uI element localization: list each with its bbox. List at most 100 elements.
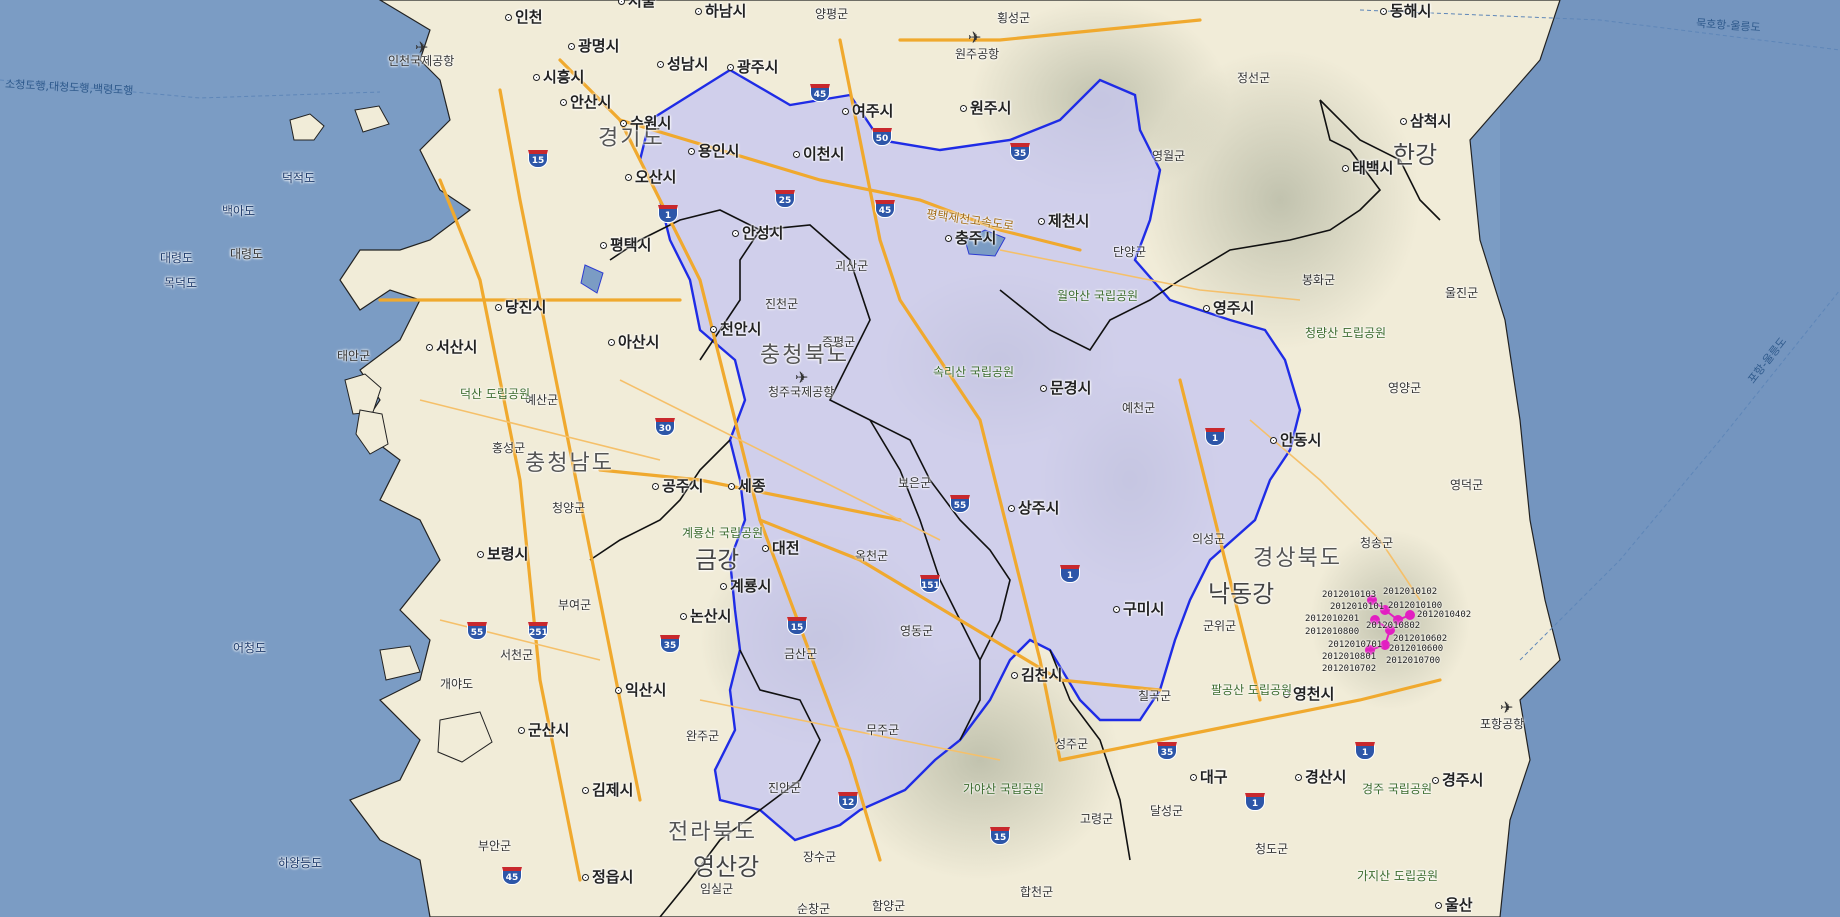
city-label: 상주시	[1008, 501, 1059, 516]
region-label: 충청북도	[760, 343, 849, 368]
highway-shield: 15	[990, 827, 1010, 845]
city-label: 대전	[762, 541, 800, 556]
airport-label: 포항공항	[1480, 717, 1525, 731]
county-label: 단양군	[1113, 245, 1147, 259]
city-label: 여주시	[842, 104, 893, 119]
city-label: 공주시	[652, 479, 703, 494]
highway-shield: 1	[1245, 793, 1265, 811]
county-label: 개야도	[440, 677, 474, 691]
county-label: 홍성군	[492, 441, 526, 455]
highway-shield: 15	[787, 617, 807, 635]
county-label: 정선군	[1237, 71, 1271, 85]
highway-shield: 12	[838, 792, 858, 810]
county-label: 부안군	[478, 839, 512, 853]
city-label: 천안시	[710, 322, 761, 337]
city-label: 삼척시	[1400, 114, 1451, 129]
city-label: 안동시	[1270, 433, 1321, 448]
park-label: 경주 국립공원	[1362, 782, 1433, 796]
county-label: 횡성군	[997, 11, 1031, 25]
county-label: 진천군	[765, 297, 799, 311]
station-label[interactable]: 2012010101	[1330, 602, 1385, 612]
city-label: 김천시	[1011, 668, 1062, 683]
county-label: 옥천군	[855, 549, 889, 563]
airport-label: 청주국제공항	[768, 385, 835, 399]
county-label: 영덕군	[1450, 478, 1484, 492]
city-label: 용인시	[688, 144, 739, 159]
river-label: 금강	[695, 546, 740, 574]
city-label: 당진시	[495, 300, 546, 315]
airport-label: 인천국제공항	[388, 54, 455, 68]
park-label: 덕산 도립공원	[460, 387, 531, 401]
highway-shield: 251	[528, 622, 548, 640]
county-label: 순창군	[797, 902, 831, 916]
city-label: 평택시	[600, 238, 651, 253]
county-label: 울진군	[1445, 286, 1479, 300]
county-label: 청양군	[552, 501, 586, 515]
city-label: 대구	[1190, 770, 1228, 785]
station-label[interactable]: 2012010600	[1389, 644, 1444, 654]
city-label: 정읍시	[582, 870, 633, 885]
park-label: 월악산 국립공원	[1057, 289, 1139, 303]
city-label: 태백시	[1342, 161, 1393, 176]
county-label: 양평군	[815, 7, 849, 21]
city-label: 안산시	[560, 95, 611, 110]
local-roads	[419, 249, 1421, 761]
highway-shield: 35	[1010, 143, 1030, 161]
county-label: 대령도	[160, 251, 194, 265]
city-label: 원주시	[960, 101, 1011, 116]
station-label[interactable]: 2012010700	[1386, 656, 1441, 666]
county-label: 대령도	[230, 247, 264, 261]
city-label: 경주시	[1432, 773, 1483, 788]
station-label[interactable]: 2012010201	[1305, 614, 1360, 624]
station-label[interactable]: 2012010102	[1383, 587, 1438, 597]
river-label: 낙동강	[1208, 580, 1275, 608]
city-label: 광주시	[727, 60, 778, 75]
region-label: 전라북도	[668, 820, 757, 845]
highway-shield: 45	[502, 867, 522, 885]
city-label: 제천시	[1038, 214, 1089, 229]
airplane-icon: ✈	[795, 368, 809, 387]
station-label[interactable]: 2012010402	[1417, 610, 1472, 620]
city-label: 영주시	[1203, 301, 1254, 316]
park-label: 계룡산 국립공원	[682, 526, 764, 540]
highway-shield: 1	[1060, 565, 1080, 583]
airplane-icon: ✈	[1500, 698, 1514, 717]
city-label: 오산시	[625, 170, 676, 185]
station-label[interactable]: 2012010802	[1366, 621, 1421, 631]
city-label: 수원시	[620, 116, 671, 131]
airport-label: 원주공항	[955, 47, 1000, 61]
county-label: 백아도	[222, 204, 256, 218]
park-label: 가야산 국립공원	[963, 782, 1045, 796]
river-label: 영산강	[693, 853, 760, 881]
city-label: 영천시	[1283, 687, 1334, 702]
station-label[interactable]: 2012010800	[1305, 627, 1360, 637]
county-label: 영동군	[900, 624, 934, 638]
county-label: 태안군	[337, 349, 371, 363]
city-label: 안성시	[732, 226, 783, 241]
park-label: 청량산 도립공원	[1305, 326, 1387, 340]
region-label: 경기도	[598, 126, 665, 151]
city-label: 인천	[505, 10, 543, 25]
county-label: 서천군	[500, 648, 534, 662]
station-label[interactable]: 2012010100	[1388, 601, 1443, 611]
county-label: 영월군	[1152, 149, 1186, 163]
highway-shield: 1	[1355, 742, 1375, 760]
city-label: 군산시	[518, 723, 569, 738]
city-label: 성남시	[657, 57, 708, 72]
station-label[interactable]: 2012010702	[1322, 664, 1377, 674]
highway-shield: 30	[655, 418, 675, 436]
station-label[interactable]: 2012010701	[1328, 640, 1383, 650]
county-label: 진안군	[768, 781, 802, 795]
county-label: 의성군	[1192, 532, 1226, 546]
county-label: 군위군	[1203, 619, 1237, 633]
station-label[interactable]: 2012010602	[1393, 634, 1448, 644]
highway-shield: 55	[467, 622, 487, 640]
county-label: 완주군	[686, 729, 720, 743]
station-label[interactable]: 2012010801	[1322, 652, 1377, 662]
county-label: 장수군	[803, 850, 837, 864]
station-label[interactable]: 2012010103	[1322, 590, 1377, 600]
city-label: 구미시	[1113, 602, 1164, 617]
city-label: 문경시	[1040, 381, 1091, 396]
